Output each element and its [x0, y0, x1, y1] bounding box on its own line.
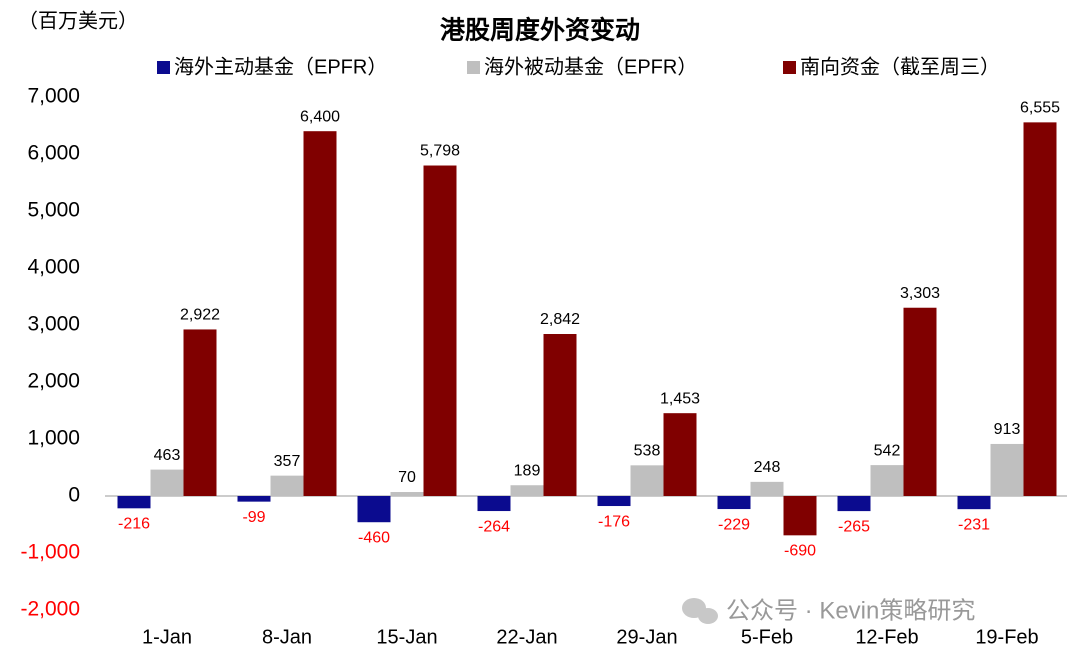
data-label: -460	[358, 529, 390, 546]
data-label: 248	[754, 459, 781, 476]
bar	[543, 334, 577, 496]
legend-swatch	[467, 61, 480, 74]
bar	[837, 496, 871, 512]
y-tick-label: 1,000	[27, 427, 80, 450]
y-tick-label: 0	[68, 484, 80, 507]
bar	[957, 496, 991, 510]
y-tick-label: 5,000	[27, 199, 80, 222]
bar	[303, 131, 337, 496]
bar	[510, 485, 544, 496]
x-tick-label: 12-Feb	[855, 626, 918, 648]
data-label: -231	[958, 516, 990, 533]
data-label: -216	[118, 516, 150, 533]
data-label: 5,798	[420, 143, 460, 160]
bar	[183, 329, 217, 496]
data-label: 542	[874, 442, 901, 459]
x-tick-label: 22-Jan	[496, 626, 557, 648]
legend-label: 海外主动基金（EPFR）	[174, 55, 387, 78]
bar	[783, 496, 817, 536]
bar	[423, 165, 457, 496]
bar	[870, 465, 904, 496]
data-label: 1,453	[660, 390, 700, 407]
x-tick-label: 1-Jan	[142, 626, 192, 648]
bar	[630, 465, 664, 496]
x-tick-label: 19-Feb	[975, 626, 1038, 648]
bar	[1023, 122, 1057, 497]
legend-swatch	[157, 61, 170, 74]
bar	[150, 469, 184, 496]
data-label: -264	[478, 518, 510, 535]
bar	[390, 492, 424, 496]
data-label: -229	[718, 516, 750, 533]
data-label: -265	[838, 518, 870, 535]
y-tick-label: -1,000	[20, 541, 80, 564]
data-label: 2,922	[180, 307, 220, 324]
bar	[663, 413, 697, 496]
x-tick-label: 15-Jan	[376, 626, 437, 648]
watermark: 公众号 · Kevin策略研究	[726, 597, 975, 624]
watermark-icon	[682, 598, 718, 624]
data-label: 463	[154, 447, 181, 464]
data-label: 70	[398, 469, 416, 486]
data-label: 6,400	[300, 108, 340, 125]
y-tick-label: 4,000	[27, 256, 80, 279]
bar	[237, 496, 271, 502]
bar	[357, 496, 391, 523]
data-label: 3,303	[900, 285, 940, 302]
x-tick-label: 29-Jan	[616, 626, 677, 648]
x-tick-label: 8-Jan	[262, 626, 312, 648]
y-tick-label: 7,000	[27, 85, 80, 108]
chart-title: 港股周度外资变动	[440, 16, 640, 45]
bar	[477, 496, 511, 512]
data-label: -690	[784, 543, 816, 560]
data-label: -176	[598, 513, 630, 530]
x-tick-label: 5-Feb	[741, 626, 793, 648]
bar	[270, 475, 304, 496]
bar	[903, 307, 937, 496]
data-label: 913	[994, 421, 1021, 438]
bar	[990, 443, 1024, 496]
y-tick-label: -2,000	[20, 598, 80, 621]
legend-swatch	[783, 61, 796, 74]
data-label: -99	[242, 509, 265, 526]
y-tick-label: 2,000	[27, 370, 80, 393]
legend-label: 海外被动基金（EPFR）	[484, 55, 697, 78]
y-tick-label: 3,000	[27, 313, 80, 336]
legend-label: 南向资金（截至周三）	[800, 55, 1000, 78]
bar	[717, 496, 751, 510]
data-label: 6,555	[1020, 100, 1060, 117]
data-label: 2,842	[540, 311, 580, 328]
bar	[117, 496, 151, 509]
data-label: 538	[634, 443, 661, 460]
data-label: 189	[514, 462, 541, 479]
bar	[750, 481, 784, 496]
data-label: 357	[274, 453, 301, 470]
y-tick-label: 6,000	[27, 142, 80, 165]
bar	[597, 496, 631, 507]
unit-label: （百万美元）	[18, 9, 138, 32]
